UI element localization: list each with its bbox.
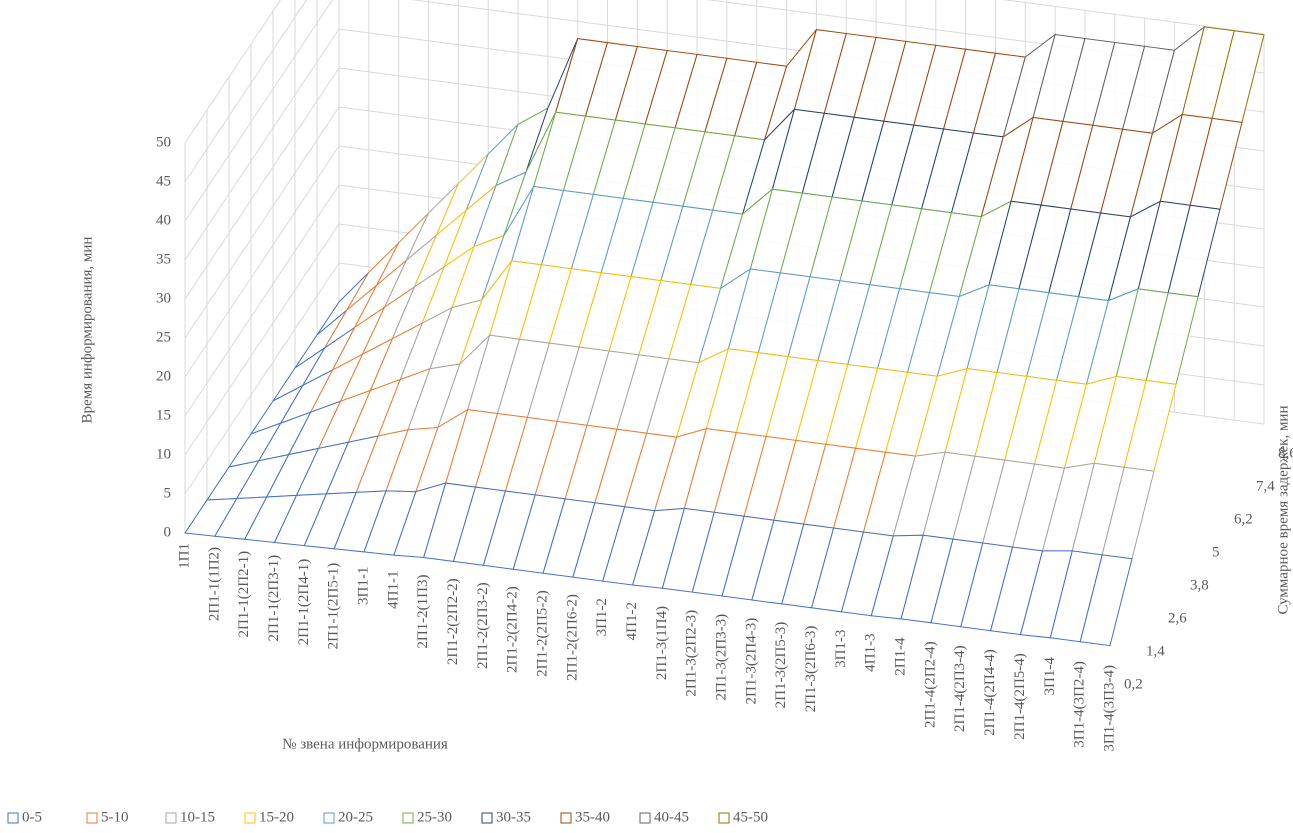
x-tick-label: 3П1-4(3П2-4): [1072, 661, 1088, 748]
legend-swatch: [244, 812, 256, 824]
x-tick-label: 2П1-3(1П4): [654, 606, 670, 680]
x-tick-label: 2П1-4(2П5-4): [1012, 653, 1028, 740]
depth-tick-label: 1,4: [1146, 643, 1165, 659]
x-tick-label: 4П1-3: [863, 634, 879, 672]
grid-line: [184, 0, 1265, 183]
legend-label: 10-15: [180, 809, 215, 825]
x-tick-label: 2П1-2(2П2-2): [445, 578, 461, 665]
depth-tick-label: 5: [1212, 544, 1220, 560]
x-tick-label: 2П1-2(2П4-2): [505, 586, 521, 673]
z-tick-label: 15: [156, 407, 171, 423]
x-tick-label: 2П1-3(2П2-3): [684, 610, 700, 697]
legend-label: 35-40: [575, 809, 610, 825]
x-tick-label: 2П1-2(2П5-2): [535, 590, 551, 677]
legend-label: 15-20: [259, 809, 294, 825]
x-tick-label: 1П1: [176, 543, 192, 569]
x-tick-label: 3П1-3: [833, 630, 849, 668]
legend-swatch: [323, 812, 335, 824]
legend-swatch: [481, 812, 493, 824]
x-tick-label: 2П1-4(2П2-4): [922, 641, 938, 728]
surface-cell: [1079, 554, 1133, 647]
legend-swatch: [7, 812, 19, 824]
x-tick-label: 2П1-3(2П6-3): [803, 626, 819, 713]
x-tick-label: 2П1-4(2П3-4): [952, 645, 968, 732]
z-tick-label: 20: [156, 368, 171, 384]
z-tick-label: 0: [164, 524, 172, 540]
x-tick-label: 4П1-1: [385, 571, 401, 609]
depth-tick-label: 6,2: [1234, 511, 1253, 527]
z-tick-label: 35: [156, 251, 171, 267]
x-tick-label: 4П1-2: [624, 602, 640, 640]
z-tick-label: 50: [156, 134, 171, 150]
z-tick-label: 5: [164, 485, 172, 501]
legend-label: 0-5: [22, 809, 42, 825]
depth-tick-label: 8,6: [1278, 445, 1293, 461]
x-tick-label: 2П1-2(2П6-2): [564, 594, 580, 681]
z-tick-label: 25: [156, 329, 171, 345]
legend-label: 20-25: [338, 809, 373, 825]
depth-tick-label: 3,8: [1190, 577, 1209, 593]
legend-label: 5-10: [101, 809, 129, 825]
legend-label: 25-30: [417, 809, 452, 825]
legend-label: 45-50: [733, 809, 768, 825]
depth-tick-label: 7,4: [1256, 478, 1275, 494]
legend-label: 40-45: [654, 809, 689, 825]
legend-swatch: [639, 812, 651, 824]
x-tick-label: 2П1-2(1П3): [415, 574, 431, 648]
x-tick-label: 2П1-1(2П2-1): [236, 551, 252, 638]
z-tick-label: 10: [156, 446, 171, 462]
legend-label: 30-35: [496, 809, 531, 825]
x-tick-label: 2П1-4(2П4-4): [982, 649, 998, 736]
z-axis-title: Время информирования, мин: [79, 237, 95, 424]
depth-axis-title: Суммарное время задержек, мин: [1275, 405, 1291, 614]
x-axis-title: № звена информирования: [282, 736, 448, 752]
x-tick-label: 3П1-2: [594, 598, 610, 636]
x-tick-label: 2П1-1(2П4-1): [296, 559, 312, 646]
z-tick-label: 45: [156, 173, 171, 189]
x-tick-label: 2П1-4: [893, 637, 909, 676]
z-tick-label: 40: [156, 212, 171, 228]
depth-tick-label: 2,6: [1168, 610, 1187, 626]
x-tick-label: 3П1-1: [355, 567, 371, 605]
x-tick-label: 2П1-3(2П3-3): [714, 614, 730, 701]
legend-swatch: [718, 812, 730, 824]
x-tick-label: 2П1-1(2П5-1): [326, 563, 342, 650]
legend-swatch: [560, 812, 572, 824]
x-tick-label: 3П1-4(3П3-4): [1101, 665, 1117, 752]
x-tick-label: 2П1-1(1П2): [206, 547, 222, 621]
grid-line: [184, 0, 1265, 144]
legend-swatch: [402, 812, 414, 824]
x-tick-label: 2П1-3(2П5-3): [773, 622, 789, 709]
legend-swatch: [86, 812, 98, 824]
z-tick-label: 30: [156, 290, 171, 306]
x-tick-label: 2П1-3(2П4-3): [743, 618, 759, 705]
legend-swatch: [165, 812, 177, 824]
depth-tick-label: 0,2: [1124, 676, 1143, 692]
x-tick-label: 2П1-1(2П3-1): [266, 555, 282, 642]
x-tick-label: 3П1-4: [1042, 657, 1058, 696]
x-tick-label: 2П1-2(2П3-2): [475, 582, 491, 669]
